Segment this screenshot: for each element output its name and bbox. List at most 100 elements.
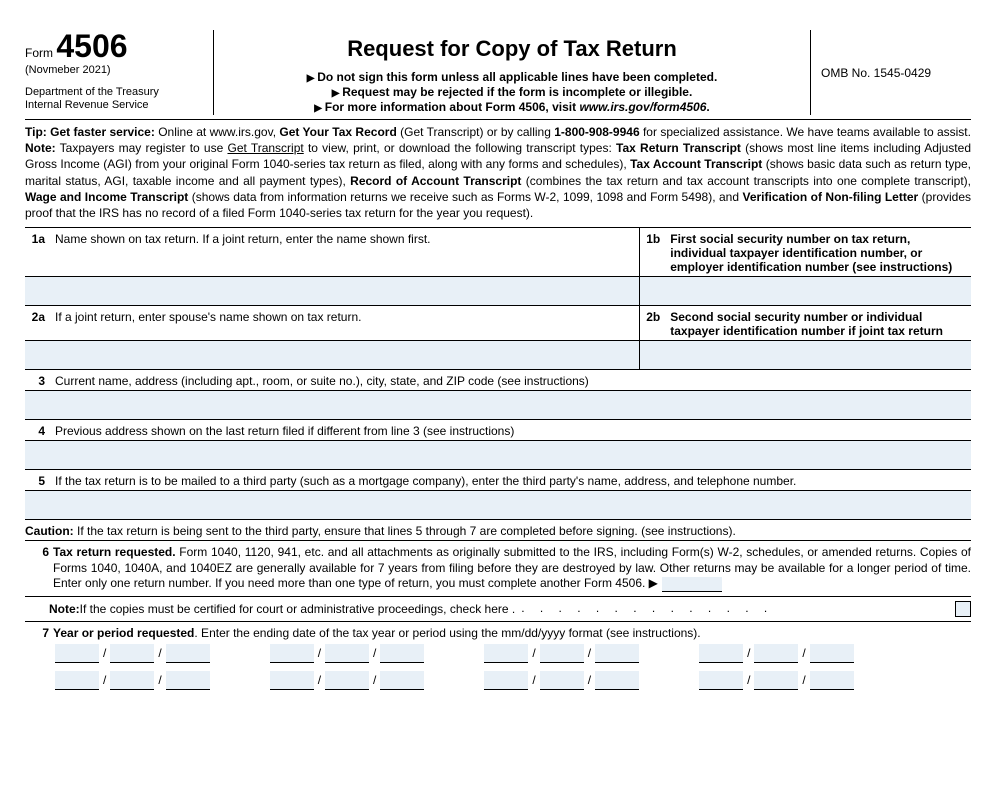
date-2-yyyy[interactable] (380, 644, 424, 663)
input-1a[interactable] (25, 277, 640, 305)
line-1a-num: 1a (25, 228, 49, 276)
date-8-yyyy[interactable] (810, 671, 854, 690)
line-4-row: 4 Previous address shown on the last ret… (25, 420, 971, 441)
form-header: Form 4506 (Novmeber 2021) Department of … (25, 30, 971, 120)
form-word: Form (25, 46, 53, 60)
date-group-5: / / (55, 671, 210, 690)
date-3-yyyy[interactable] (595, 644, 639, 663)
line-7-label: Year or period requested (53, 626, 194, 640)
header-center: Request for Copy of Tax Return Do not si… (214, 30, 811, 115)
line-5-row: 5 If the tax return is to be mailed to a… (25, 470, 971, 491)
line-6-label: Tax return requested. (53, 545, 176, 559)
note-label: Note: (49, 602, 80, 616)
input-1b[interactable] (640, 277, 971, 305)
input-3[interactable] (25, 391, 971, 420)
form-number: 4506 (56, 28, 127, 64)
form-revision: (Novmeber 2021) (25, 64, 205, 76)
date-1-yyyy[interactable] (166, 644, 210, 663)
input-5[interactable] (25, 491, 971, 520)
line-6-num: 6 (25, 545, 53, 592)
date-8-mm[interactable] (699, 671, 743, 690)
line-6-row: 6 Tax return requested. Form 1040, 1120,… (25, 541, 971, 597)
date-group-8: / / (699, 671, 854, 690)
line-3-num: 3 (25, 370, 49, 390)
line-4-num: 4 (25, 420, 49, 440)
line-7-body: Year or period requested. Enter the endi… (53, 626, 971, 640)
line-5-label: If the tax return is to be mailed to a t… (49, 470, 971, 490)
caution-label: Caution: (25, 524, 74, 538)
line-7-text: . Enter the ending date of the tax year … (194, 626, 700, 640)
header-left: Form 4506 (Novmeber 2021) Department of … (25, 30, 214, 115)
date-8-dd[interactable] (754, 671, 798, 690)
date-group-4: / / (699, 644, 854, 663)
date-4-dd[interactable] (754, 644, 798, 663)
sub3-suffix: . (706, 100, 709, 114)
input-2a[interactable] (25, 341, 640, 369)
note-text: If the copies must be certified for cour… (80, 602, 516, 616)
line-6-note-row: Note: If the copies must be certified fo… (25, 597, 971, 622)
date-group-7: / / (484, 671, 639, 690)
line-2-input-area (25, 341, 971, 370)
date-group-1: / / (55, 644, 210, 663)
input-4[interactable] (25, 441, 971, 470)
input-6-return-type[interactable] (662, 577, 722, 592)
instruction-1: Do not sign this form unless all applica… (224, 70, 800, 84)
date-1-dd[interactable] (110, 644, 154, 663)
line-1b-num: 1b (640, 228, 664, 276)
date-7-yyyy[interactable] (595, 671, 639, 690)
caution-line: Caution: If the tax return is being sent… (25, 520, 971, 541)
line-6-body: Tax return requested. Form 1040, 1120, 9… (53, 545, 971, 592)
line-3-row: 3 Current name, address (including apt.,… (25, 370, 971, 391)
date-4-yyyy[interactable] (810, 644, 854, 663)
date-group-2: / / (270, 644, 425, 663)
date-group-6: / / (270, 671, 425, 690)
date-1-mm[interactable] (55, 644, 99, 663)
date-row-2: / / / / / / / / (25, 669, 971, 696)
certified-checkbox[interactable] (955, 601, 971, 617)
line-1a-label: Name shown on tax return. If a joint ret… (49, 228, 639, 276)
form-title: Request for Copy of Tax Return (224, 36, 800, 62)
tip-label: Tip: Get faster service: (25, 125, 155, 139)
date-6-mm[interactable] (270, 671, 314, 690)
caution-text: If the tax return is being sent to the t… (74, 524, 736, 538)
leader-dots: . . . . . . . . . . . . . . (515, 601, 951, 616)
date-5-dd[interactable] (110, 671, 154, 690)
sub3-url: www.irs.gov/form4506 (579, 100, 706, 114)
date-7-mm[interactable] (484, 671, 528, 690)
line-2a-label: If a joint return, enter spouse's name s… (49, 306, 639, 340)
date-group-3: / / (484, 644, 639, 663)
date-6-yyyy[interactable] (380, 671, 424, 690)
line-5-num: 5 (25, 470, 49, 490)
department: Department of the Treasury Internal Reve… (25, 86, 205, 112)
line-2b-label: Second social security number or individ… (664, 306, 971, 340)
date-2-mm[interactable] (270, 644, 314, 663)
date-2-dd[interactable] (325, 644, 369, 663)
date-3-mm[interactable] (484, 644, 528, 663)
line-1-input-area (25, 277, 971, 306)
line-2b-num: 2b (640, 306, 664, 340)
input-2b[interactable] (640, 341, 971, 369)
date-4-mm[interactable] (699, 644, 743, 663)
line-7-num: 7 (25, 626, 53, 640)
date-row-1: / / / / / / / / (25, 642, 971, 669)
line-6-text: Form 1040, 1120, 941, etc. and all attac… (53, 545, 971, 590)
line-7-row: 7 Year or period requested. Enter the en… (25, 622, 971, 642)
line-1-row: 1a Name shown on tax return. If a joint … (25, 228, 971, 277)
date-5-yyyy[interactable] (166, 671, 210, 690)
dept-line-1: Department of the Treasury (25, 86, 159, 98)
date-7-dd[interactable] (540, 671, 584, 690)
date-3-dd[interactable] (540, 644, 584, 663)
date-6-dd[interactable] (325, 671, 369, 690)
instruction-2: Request may be rejected if the form is i… (224, 85, 800, 99)
line-2a-num: 2a (25, 306, 49, 340)
line-1b-label: First social security number on tax retu… (664, 228, 971, 276)
sub3-prefix: For more information about Form 4506, vi… (325, 100, 580, 114)
line-2-row: 2a If a joint return, enter spouse's nam… (25, 306, 971, 341)
line-4-label: Previous address shown on the last retur… (49, 420, 971, 440)
omb-number: OMB No. 1545-0429 (811, 30, 971, 115)
instruction-3: For more information about Form 4506, vi… (224, 100, 800, 114)
date-5-mm[interactable] (55, 671, 99, 690)
dept-line-2: Internal Revenue Service (25, 99, 149, 111)
line-3-label: Current name, address (including apt., r… (49, 370, 971, 390)
tip-block: Tip: Get faster service: Online at www.i… (25, 120, 971, 228)
